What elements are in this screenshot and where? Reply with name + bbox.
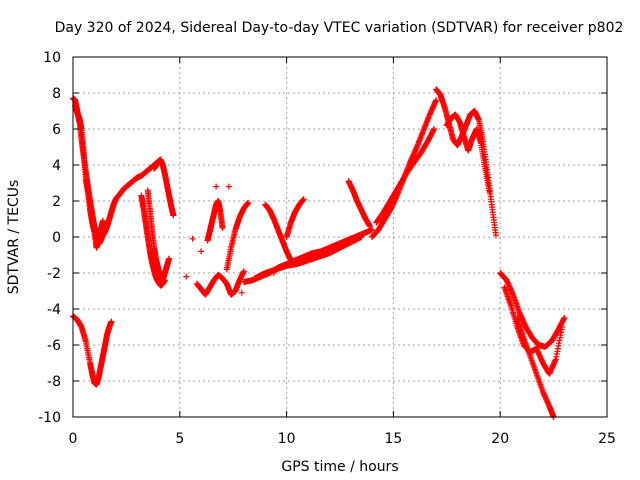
y-tick-label: 6 [52, 122, 61, 138]
y-tick-label: 8 [52, 86, 61, 102]
y-tick-label: 4 [52, 158, 61, 174]
x-tick-label: 25 [598, 431, 616, 447]
series-bump-10h [283, 196, 307, 240]
data-point [433, 97, 440, 104]
series-peak-18h [443, 111, 493, 195]
x-tick-label: 20 [491, 431, 509, 447]
series-rise-7-8h [223, 199, 252, 273]
y-tick-label: 2 [52, 194, 61, 210]
x-tick-label: 0 [69, 431, 78, 447]
axes: 0 5 10 15 20 25 -10 -8 -6 -4 -2 0 2 4 6 8 10 [38, 50, 616, 447]
y-tick-label: 0 [52, 230, 61, 246]
series-mid-5-8h [193, 268, 247, 298]
x-tick-label: 10 [278, 431, 296, 447]
y-tick-label: -10 [38, 410, 61, 426]
grid [73, 57, 607, 417]
data-point [219, 225, 226, 231]
chart-title: Day 320 of 2024, Sidereal Day-to-day VTE… [55, 20, 624, 36]
series-isolated-points [183, 183, 277, 296]
y-tick-label: -4 [47, 302, 61, 318]
data-point [189, 235, 196, 242]
data-point [170, 212, 177, 219]
data-point [486, 189, 493, 195]
y-tick-label: -8 [47, 374, 61, 390]
data-point [430, 126, 437, 132]
y-axis-label: SDTVAR / TECUs [6, 180, 22, 295]
data-point [492, 232, 499, 239]
data-point [161, 277, 168, 284]
data-point [561, 315, 568, 321]
y-tick-label: -6 [47, 338, 61, 354]
data-point [366, 223, 373, 230]
data-point [245, 199, 252, 206]
data-point [225, 183, 232, 190]
data-point [198, 248, 205, 255]
x-tick-label: 15 [384, 431, 402, 447]
data-point [166, 255, 173, 262]
series-peak-4h [151, 156, 177, 219]
data-point [270, 270, 277, 276]
data-point [99, 217, 106, 224]
data-point [238, 289, 245, 296]
data-point [108, 318, 115, 325]
series-rise-6-7h [204, 198, 226, 244]
data-point [300, 196, 307, 203]
data-point [287, 257, 294, 264]
series-bump-9h [262, 201, 294, 264]
x-axis-label: GPS time / hours [281, 459, 398, 475]
series-peak-17h [433, 86, 499, 239]
data-points [70, 86, 568, 420]
series-lower-early [70, 313, 115, 388]
data-point [240, 268, 247, 275]
series-upper-branch-2 [72, 102, 106, 251]
series-descending-2-4h [138, 192, 168, 289]
data-point [559, 324, 566, 330]
y-tick-label: 10 [43, 50, 61, 66]
y-tick-label: -2 [47, 266, 61, 282]
series-late-20-23h [497, 270, 568, 350]
x-tick-label: 5 [175, 431, 184, 447]
series-bump-13h [345, 178, 373, 230]
series-mid-8-14h-b [251, 234, 365, 282]
data-point [358, 234, 365, 240]
data-point [213, 183, 220, 190]
series-late-14-17h-b [373, 126, 437, 226]
data-point [183, 273, 190, 280]
data-point [369, 226, 376, 233]
